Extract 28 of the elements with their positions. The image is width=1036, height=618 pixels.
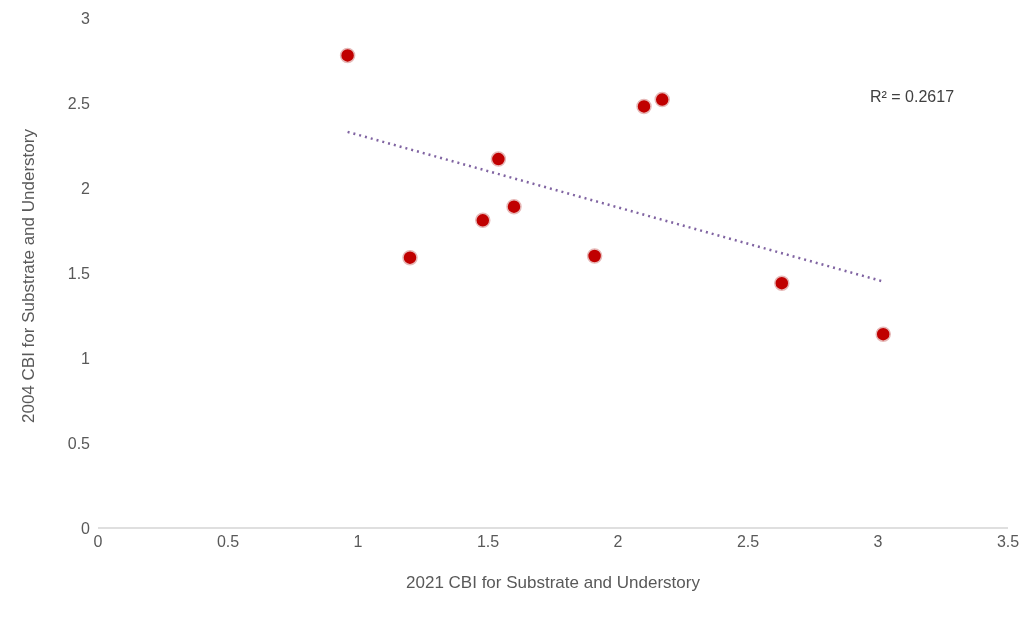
point [586, 248, 603, 264]
x-tick-label: 3 [873, 533, 883, 551]
point [506, 198, 522, 215]
x-tick-label: 2.5 [736, 533, 760, 551]
point [339, 47, 356, 64]
y-tick-label: 2 [81, 179, 91, 197]
x-tick-label: 3.5 [996, 533, 1020, 551]
y-tick-label: 3 [81, 9, 91, 27]
y-tick-label: 2.5 [67, 94, 91, 112]
x-tick-label: 2 [613, 533, 623, 551]
x-tick-label: 1.5 [476, 533, 500, 551]
point [875, 326, 891, 342]
point [490, 151, 507, 167]
point [475, 212, 491, 229]
point [636, 98, 652, 115]
x-tick-label: 1 [353, 533, 363, 551]
point [402, 249, 418, 266]
y-tick-label: 1.5 [67, 264, 91, 282]
annotation: R² = 0.2617 [870, 88, 955, 106]
y-tick-label: 0.5 [67, 434, 91, 452]
point [774, 275, 790, 291]
point [654, 91, 670, 108]
x-tick-label: 0.5 [216, 533, 240, 551]
y-axis-title: 2004 CBI for Substrate and Understory [19, 128, 39, 423]
y-tick-label: 0 [81, 519, 91, 537]
x-axis-title: 2021 CBI for Substrate and Understory [406, 573, 701, 592]
x-tick-label: 0 [93, 533, 103, 551]
y-tick-label: 1 [81, 349, 91, 367]
